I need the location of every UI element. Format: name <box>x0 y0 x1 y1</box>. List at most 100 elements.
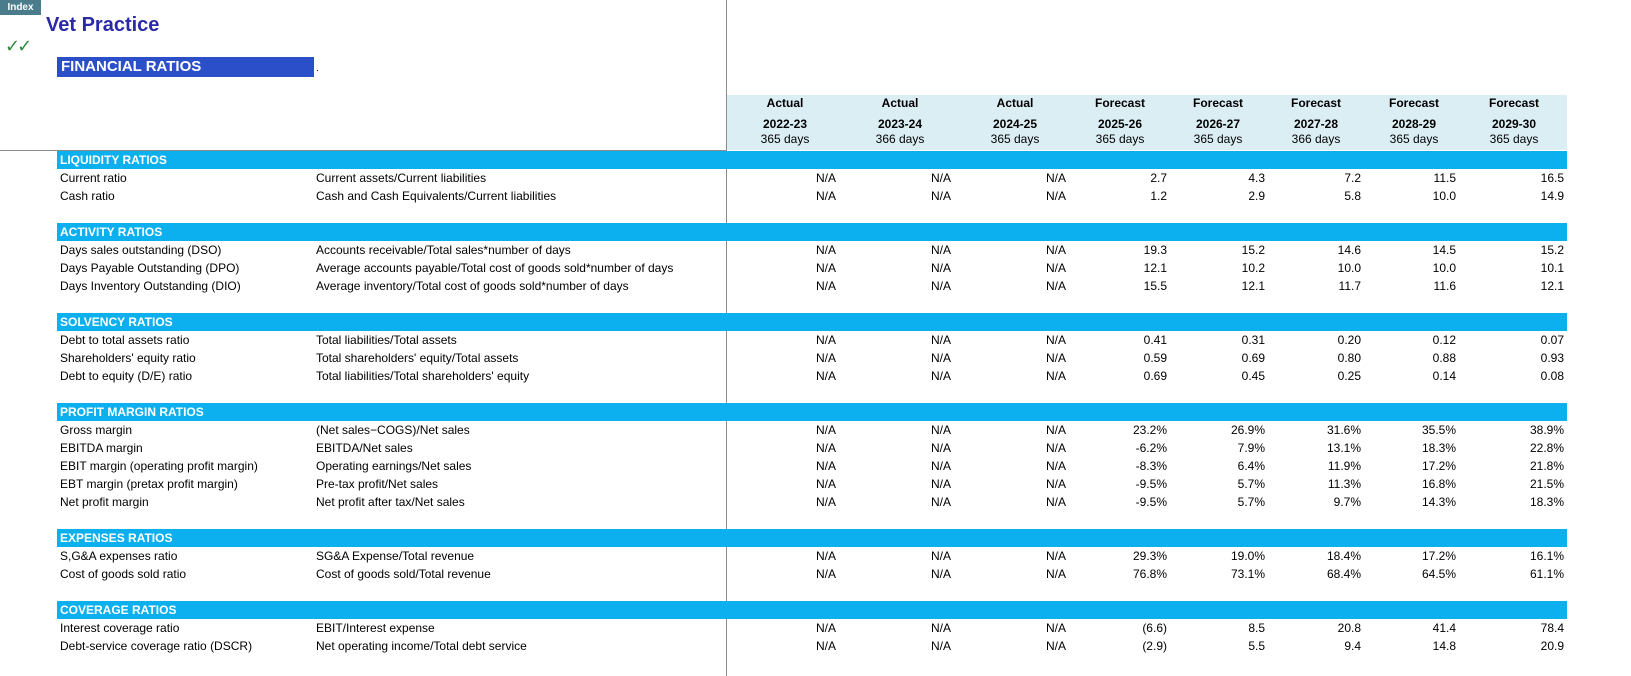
value-cell[interactable]: -8.3% <box>1135 459 1167 473</box>
value-cell[interactable]: 38.9% <box>1529 423 1564 437</box>
value-cell[interactable]: 12.1 <box>1143 261 1167 275</box>
value-cell[interactable]: N/A <box>1045 171 1066 185</box>
value-cell[interactable]: N/A <box>815 639 836 653</box>
value-cell[interactable]: 5.8 <box>1344 189 1361 203</box>
value-cell[interactable]: N/A <box>930 639 951 653</box>
value-cell[interactable]: 0.08 <box>1540 369 1564 383</box>
value-cell[interactable]: N/A <box>930 567 951 581</box>
value-cell[interactable]: 15.2 <box>1241 243 1265 257</box>
value-cell[interactable]: N/A <box>1045 261 1066 275</box>
value-cell[interactable]: N/A <box>930 621 951 635</box>
value-cell[interactable]: 21.8% <box>1529 459 1564 473</box>
value-cell[interactable]: 11.5 <box>1433 171 1456 185</box>
value-cell[interactable]: 9.7% <box>1333 495 1361 509</box>
value-cell[interactable]: N/A <box>815 423 836 437</box>
value-cell[interactable]: N/A <box>815 333 836 347</box>
value-cell[interactable]: 0.80 <box>1337 351 1361 365</box>
value-cell[interactable]: N/A <box>930 423 951 437</box>
value-cell[interactable]: 22.8% <box>1529 441 1564 455</box>
value-cell[interactable]: N/A <box>815 567 836 581</box>
value-cell[interactable]: 35.5% <box>1421 423 1456 437</box>
value-cell[interactable]: -9.5% <box>1135 495 1167 509</box>
value-cell[interactable]: N/A <box>815 495 836 509</box>
value-cell[interactable]: 10.0 <box>1432 189 1456 203</box>
value-cell[interactable]: 7.9% <box>1237 441 1265 455</box>
value-cell[interactable]: 78.4 <box>1540 621 1564 635</box>
value-cell[interactable]: N/A <box>1045 477 1066 491</box>
value-cell[interactable]: N/A <box>930 441 951 455</box>
value-cell[interactable]: 21.5% <box>1529 477 1564 491</box>
value-cell[interactable]: N/A <box>1045 423 1066 437</box>
value-cell[interactable]: 14.5 <box>1432 243 1456 257</box>
value-cell[interactable]: 0.12 <box>1432 333 1456 347</box>
value-cell[interactable]: 8.5 <box>1248 621 1265 635</box>
value-cell[interactable]: 11.9% <box>1327 459 1361 473</box>
value-cell[interactable]: N/A <box>1045 279 1066 293</box>
value-cell[interactable]: 11.3% <box>1327 477 1361 491</box>
value-cell[interactable]: 61.1% <box>1529 567 1564 581</box>
value-cell[interactable]: 68.4% <box>1326 567 1361 581</box>
value-cell[interactable]: 17.2% <box>1421 549 1456 563</box>
value-cell[interactable]: N/A <box>930 459 951 473</box>
value-cell[interactable]: 5.7% <box>1237 495 1265 509</box>
value-cell[interactable]: 14.3% <box>1421 495 1456 509</box>
value-cell[interactable]: 10.0 <box>1337 261 1361 275</box>
value-cell[interactable]: N/A <box>930 549 951 563</box>
value-cell[interactable]: 18.3% <box>1529 495 1564 509</box>
value-cell[interactable]: N/A <box>1045 621 1066 635</box>
value-cell[interactable]: N/A <box>930 495 951 509</box>
value-cell[interactable]: 0.45 <box>1241 369 1265 383</box>
value-cell[interactable]: 10.2 <box>1241 261 1265 275</box>
value-cell[interactable]: N/A <box>1045 189 1066 203</box>
value-cell[interactable]: N/A <box>1045 441 1066 455</box>
value-cell[interactable]: N/A <box>1045 567 1066 581</box>
value-cell[interactable]: 16.5 <box>1540 171 1564 185</box>
value-cell[interactable]: 0.88 <box>1432 351 1456 365</box>
value-cell[interactable]: 14.6 <box>1337 243 1361 257</box>
value-cell[interactable]: 17.2% <box>1421 459 1456 473</box>
value-cell[interactable]: N/A <box>930 261 951 275</box>
value-cell[interactable]: 0.07 <box>1540 333 1564 347</box>
value-cell[interactable]: N/A <box>815 621 836 635</box>
value-cell[interactable]: 14.9 <box>1540 189 1564 203</box>
value-cell[interactable]: 0.14 <box>1432 369 1456 383</box>
value-cell[interactable]: 11.6 <box>1433 279 1456 293</box>
value-cell[interactable]: 26.9% <box>1230 423 1265 437</box>
value-cell[interactable]: -6.2% <box>1135 441 1167 455</box>
value-cell[interactable]: N/A <box>1045 495 1066 509</box>
value-cell[interactable]: N/A <box>815 369 836 383</box>
value-cell[interactable]: N/A <box>930 189 951 203</box>
value-cell[interactable]: N/A <box>930 243 951 257</box>
value-cell[interactable]: 12.1 <box>1540 279 1564 293</box>
value-cell[interactable]: N/A <box>930 369 951 383</box>
value-cell[interactable]: N/A <box>815 171 836 185</box>
value-cell[interactable]: 10.1 <box>1540 261 1564 275</box>
value-cell[interactable]: 20.8 <box>1337 621 1361 635</box>
value-cell[interactable]: 13.1% <box>1326 441 1361 455</box>
value-cell[interactable]: N/A <box>930 351 951 365</box>
value-cell[interactable]: N/A <box>815 549 836 563</box>
value-cell[interactable]: 41.4 <box>1432 621 1456 635</box>
value-cell[interactable]: N/A <box>1045 243 1066 257</box>
value-cell[interactable]: 29.3% <box>1132 549 1167 563</box>
value-cell[interactable]: 11.7 <box>1338 279 1361 293</box>
value-cell[interactable]: 16.8% <box>1421 477 1456 491</box>
value-cell[interactable]: 1.2 <box>1150 189 1167 203</box>
value-cell[interactable]: 0.93 <box>1540 351 1564 365</box>
value-cell[interactable]: N/A <box>1045 369 1066 383</box>
value-cell[interactable]: N/A <box>815 189 836 203</box>
value-cell[interactable]: N/A <box>1045 549 1066 563</box>
value-cell[interactable]: 31.6% <box>1326 423 1361 437</box>
value-cell[interactable]: 73.1% <box>1230 567 1265 581</box>
value-cell[interactable]: 7.2 <box>1344 171 1361 185</box>
value-cell[interactable]: 12.1 <box>1241 279 1265 293</box>
value-cell[interactable]: 4.3 <box>1248 171 1265 185</box>
value-cell[interactable]: N/A <box>815 279 836 293</box>
value-cell[interactable]: 19.0% <box>1230 549 1265 563</box>
value-cell[interactable]: N/A <box>815 351 836 365</box>
value-cell[interactable]: 18.4% <box>1326 549 1361 563</box>
value-cell[interactable]: N/A <box>930 171 951 185</box>
value-cell[interactable]: N/A <box>815 477 836 491</box>
value-cell[interactable]: 5.5 <box>1248 639 1265 653</box>
value-cell[interactable]: 10.0 <box>1432 261 1456 275</box>
